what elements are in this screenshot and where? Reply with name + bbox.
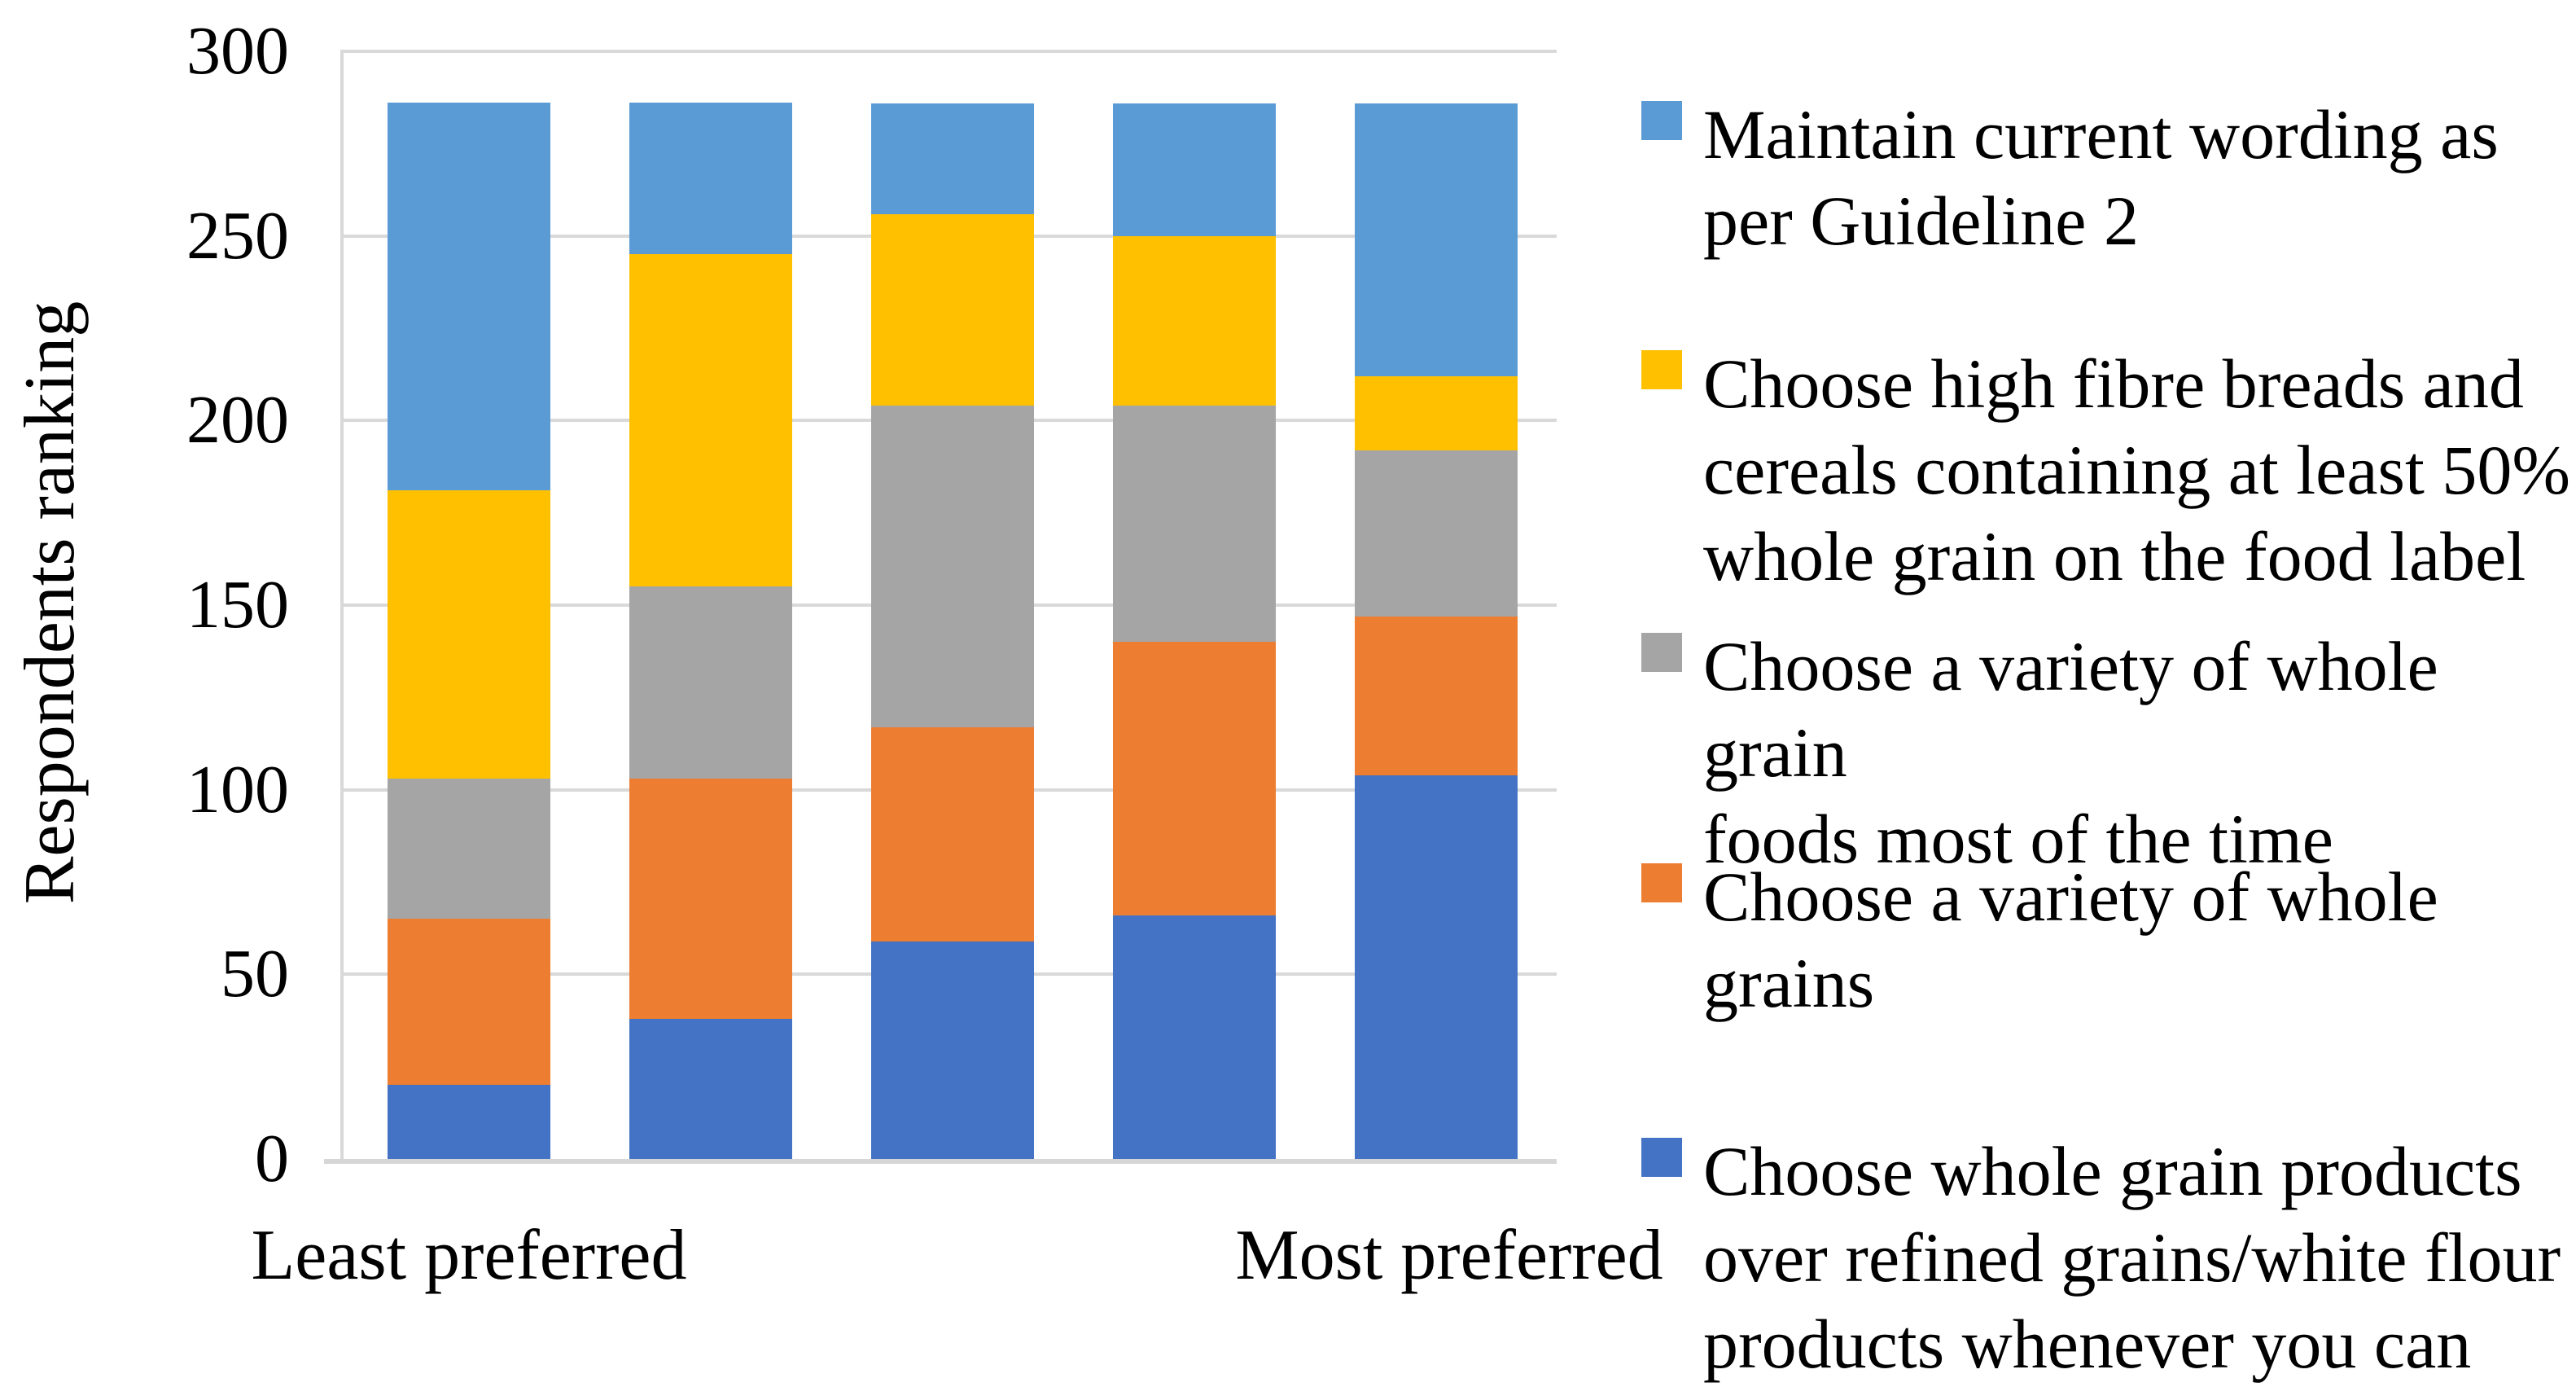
legend-swatch-icon xyxy=(1641,633,1682,672)
bar-segment-series-5-rank-1 xyxy=(388,103,551,491)
legend-label: Choose a variety of whole grains xyxy=(1703,858,2438,1022)
y-tick-label-250: 250 xyxy=(186,197,289,274)
bar-rank-1 xyxy=(388,103,551,1159)
bar-segment-series-4-rank-3 xyxy=(871,213,1034,406)
bar-segment-series-4-rank-1 xyxy=(388,490,551,779)
y-tick-label-0: 0 xyxy=(255,1121,289,1196)
bar-rank-3 xyxy=(871,103,1034,1159)
bar-segment-series-1-rank-1 xyxy=(388,1085,551,1159)
y-tick-label-200: 200 xyxy=(186,382,289,459)
legend-label: Choose whole grain products over refined… xyxy=(1703,1132,2561,1383)
chart-legend: Maintain current wording as per Guidelin… xyxy=(1641,0,2576,1383)
gridline-y-300 xyxy=(340,50,1557,53)
legend-swatch-icon xyxy=(1641,1138,1682,1177)
bar-segment-series-2-rank-5 xyxy=(1354,616,1518,775)
bar-segment-series-2-rank-2 xyxy=(629,779,793,1019)
legend-label: Choose a variety of whole grain foods mo… xyxy=(1703,627,2438,878)
y-tick-label-50: 50 xyxy=(221,936,289,1012)
bar-segment-series-4-rank-2 xyxy=(629,254,793,587)
bar-segment-series-2-rank-1 xyxy=(388,919,551,1086)
bar-segment-series-4-rank-5 xyxy=(1354,375,1518,450)
bar-segment-series-5-rank-2 xyxy=(629,103,793,255)
y-axis-line xyxy=(340,51,344,1159)
legend-label: Maintain current wording as per Guidelin… xyxy=(1703,95,2499,260)
bar-rank-2 xyxy=(629,103,793,1159)
bar-segment-series-1-rank-5 xyxy=(1354,775,1518,1159)
legend-label: Choose high fibre breads and cereals con… xyxy=(1703,345,2571,595)
stacked-bar-chart: Respondents ranking 300 250 200 150 100 50 0 L… xyxy=(11,0,2576,1383)
legend-swatch-icon xyxy=(1641,101,1682,140)
bar-segment-series-3-rank-5 xyxy=(1354,450,1518,617)
bar-rank-5 xyxy=(1354,103,1518,1159)
y-tick-label-150: 150 xyxy=(186,567,289,643)
bar-segment-series-3-rank-1 xyxy=(388,779,551,920)
y-tick-label-300: 300 xyxy=(186,13,289,89)
bar-segment-series-5-rank-4 xyxy=(1112,103,1276,236)
bar-segment-series-1-rank-4 xyxy=(1112,915,1276,1159)
x-axis-label-least-preferred: Least preferred xyxy=(251,1216,687,1295)
bar-segment-series-3-rank-3 xyxy=(871,406,1034,727)
bar-segment-series-2-rank-4 xyxy=(1112,642,1276,915)
bar-segment-series-3-rank-4 xyxy=(1112,406,1276,643)
bar-segment-series-1-rank-2 xyxy=(629,1018,793,1159)
bar-rank-4 xyxy=(1112,103,1276,1159)
x-axis-label-most-preferred: Most preferred xyxy=(1235,1216,1663,1295)
legend-swatch-icon xyxy=(1641,350,1682,389)
bar-segment-series-4-rank-4 xyxy=(1112,235,1276,406)
bar-segment-series-2-rank-3 xyxy=(871,726,1034,941)
x-axis-line xyxy=(324,1159,1557,1164)
bar-segment-series-1-rank-3 xyxy=(871,941,1034,1159)
bar-segment-series-5-rank-3 xyxy=(871,103,1034,214)
y-tick-label-100: 100 xyxy=(186,751,289,827)
bar-segment-series-5-rank-5 xyxy=(1354,103,1518,376)
bar-segment-series-3-rank-2 xyxy=(629,586,793,779)
legend-swatch-icon xyxy=(1641,863,1682,902)
